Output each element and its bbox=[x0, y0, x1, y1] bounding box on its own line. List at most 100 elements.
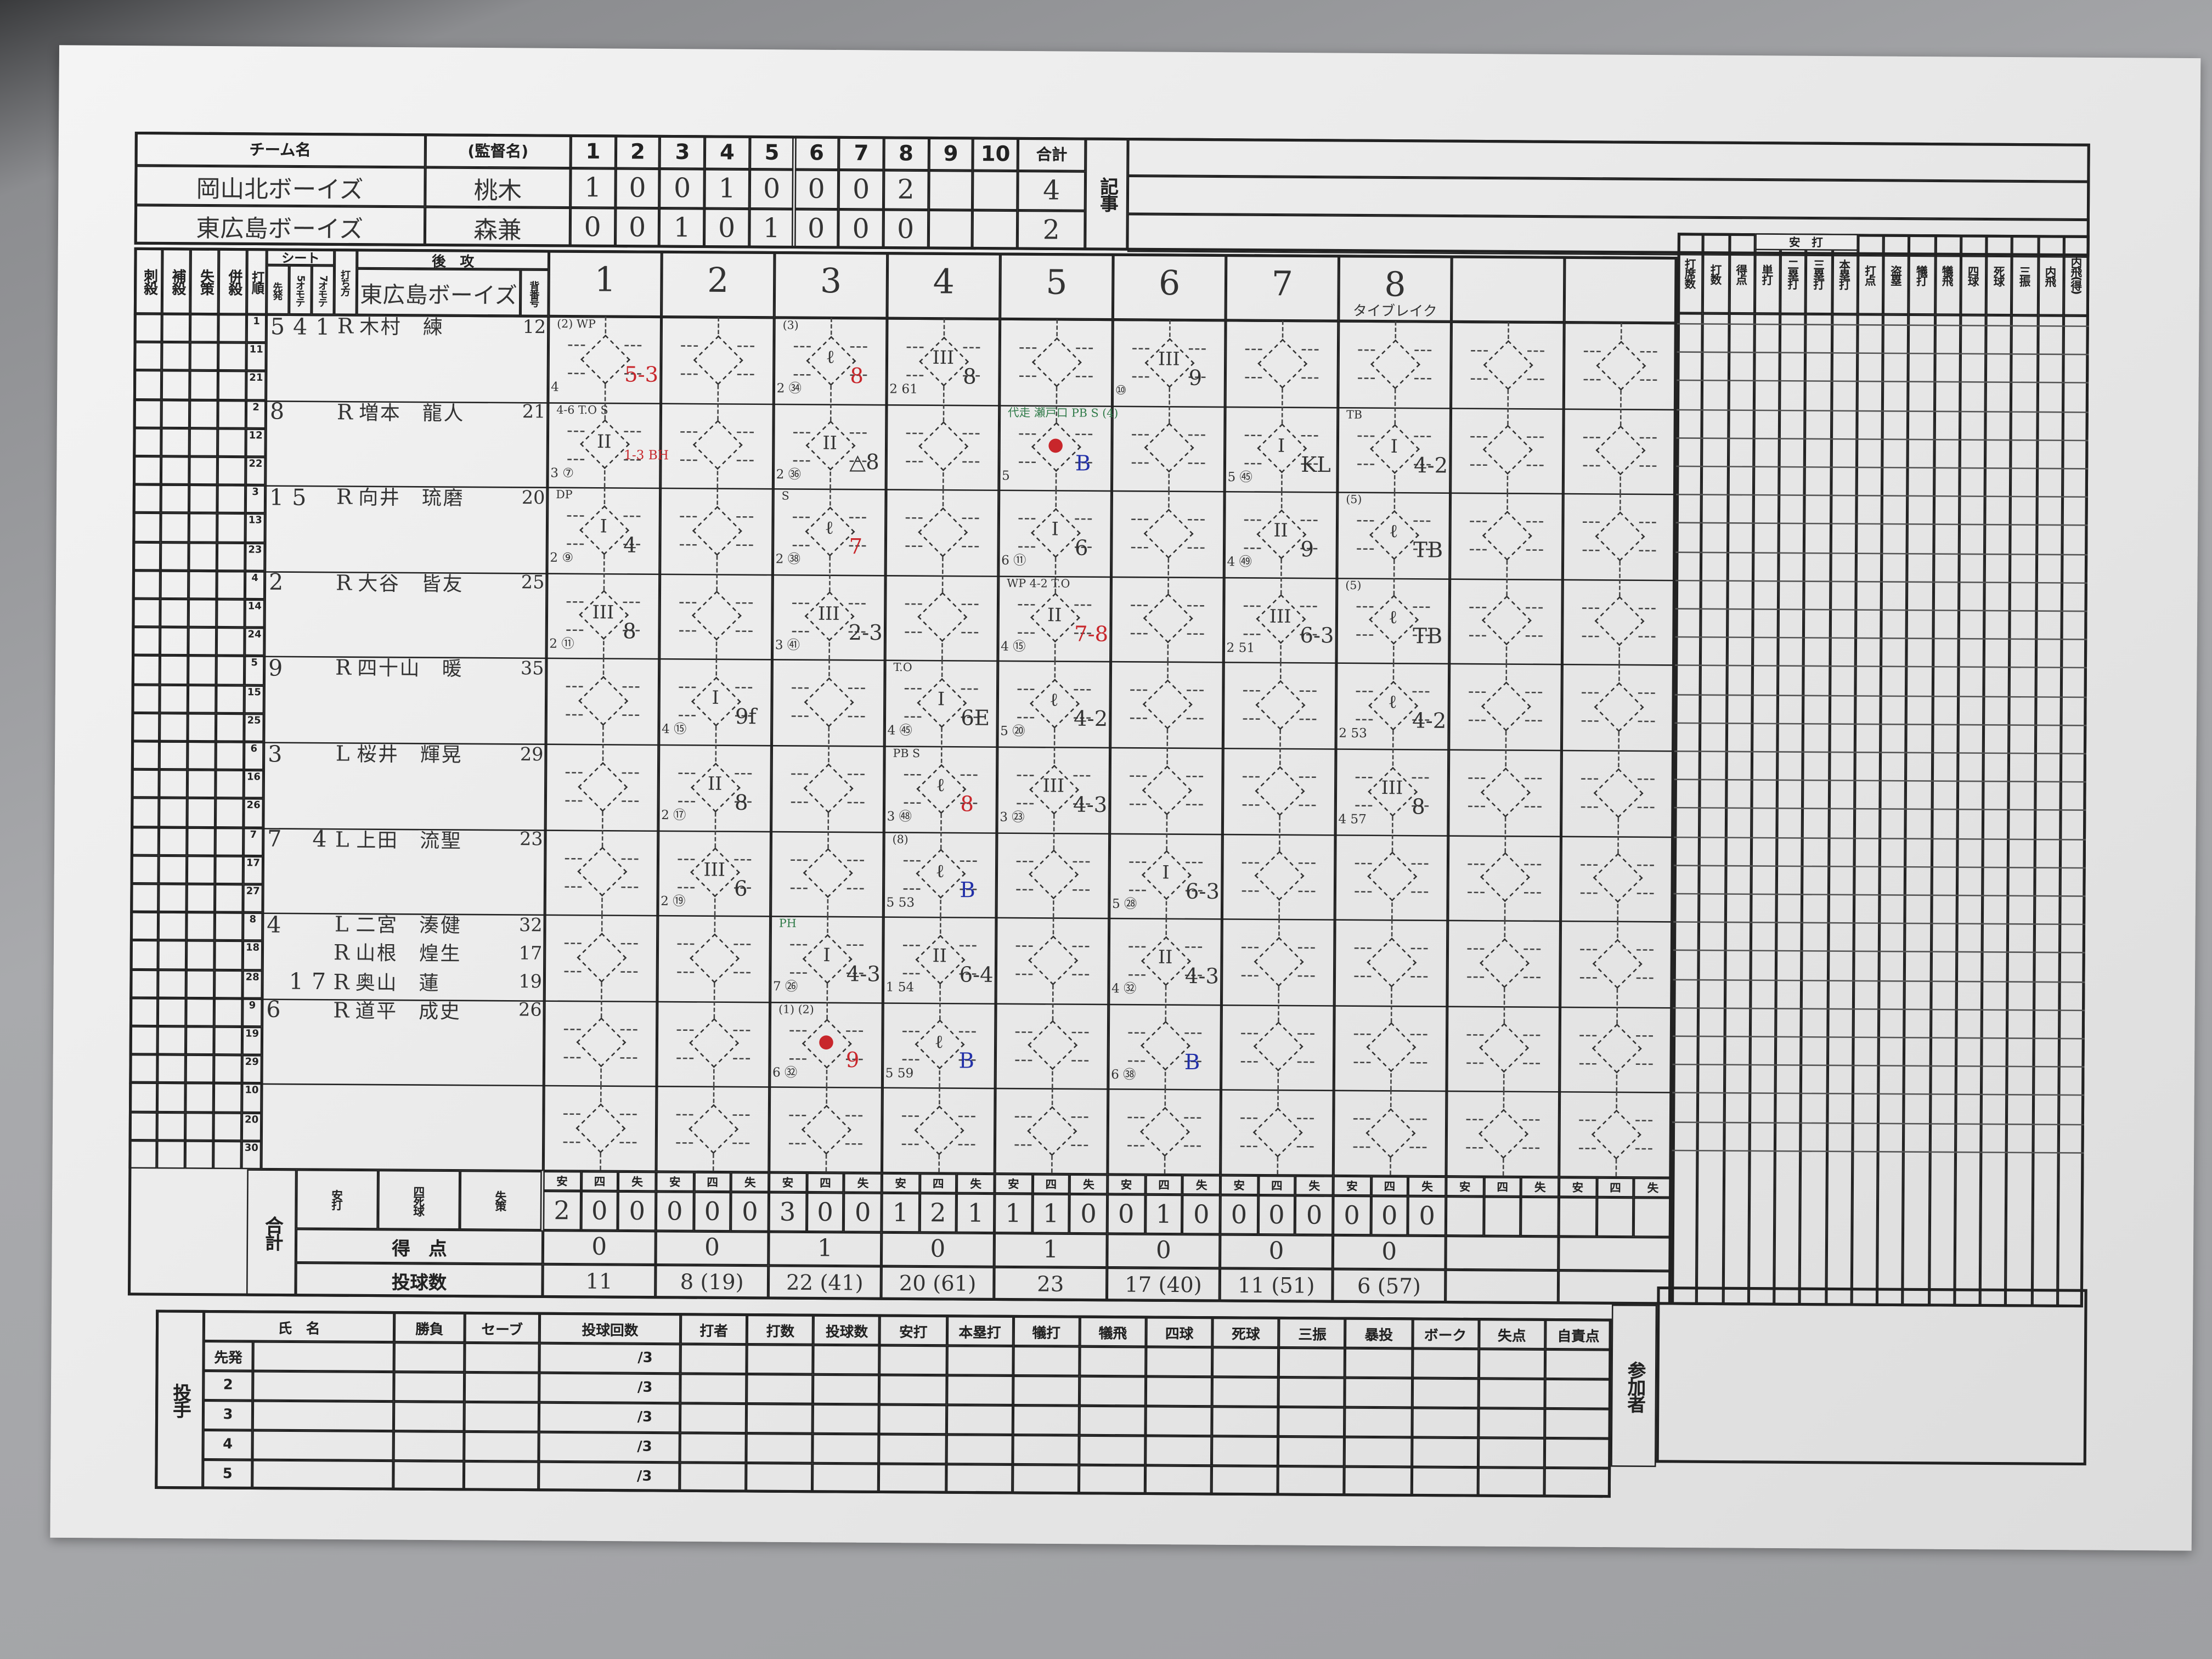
defense-cell[interactable] bbox=[161, 370, 190, 400]
defense-cell[interactable] bbox=[187, 798, 216, 827]
defense-cell[interactable] bbox=[217, 428, 246, 457]
pitcher-stat-cell[interactable] bbox=[879, 1375, 946, 1405]
defense-cell[interactable] bbox=[157, 1111, 185, 1141]
defense-cell[interactable] bbox=[185, 1083, 214, 1112]
pitcher-stat-cell[interactable] bbox=[1412, 1378, 1479, 1408]
defense-cell[interactable] bbox=[216, 571, 245, 600]
defense-cell[interactable] bbox=[160, 541, 189, 571]
defense-cell[interactable] bbox=[157, 1054, 186, 1084]
defense-cell[interactable] bbox=[159, 741, 188, 770]
pitcher-stat-cell[interactable] bbox=[1278, 1407, 1345, 1437]
defense-cell[interactable] bbox=[131, 655, 160, 685]
defense-cell[interactable] bbox=[133, 342, 162, 371]
defense-cell[interactable] bbox=[160, 513, 189, 542]
defense-cell[interactable] bbox=[186, 969, 215, 998]
defense-cell[interactable] bbox=[157, 1026, 186, 1055]
defense-cell[interactable] bbox=[189, 371, 218, 400]
pitcher-stat-cell[interactable] bbox=[812, 1463, 879, 1494]
pitcher-stat-cell[interactable] bbox=[1079, 1406, 1146, 1436]
defense-cell[interactable] bbox=[185, 1140, 213, 1169]
pitcher-stat-cell[interactable] bbox=[1211, 1465, 1279, 1496]
pitcher-stat-cell[interactable] bbox=[393, 1431, 464, 1462]
defense-cell[interactable] bbox=[132, 484, 161, 514]
pitcher-stat-cell[interactable] bbox=[464, 1402, 539, 1432]
defense-cell[interactable] bbox=[213, 1140, 242, 1170]
defense-cell[interactable] bbox=[129, 969, 158, 998]
pitcher-stat-cell[interactable] bbox=[879, 1345, 947, 1375]
defense-cell[interactable] bbox=[131, 712, 160, 742]
defense-cell[interactable] bbox=[132, 456, 161, 485]
pitcher-stat-cell[interactable] bbox=[1279, 1347, 1346, 1378]
defense-cell[interactable] bbox=[187, 713, 216, 742]
pitcher-stat-cell[interactable] bbox=[679, 1462, 747, 1493]
defense-cell[interactable] bbox=[128, 1111, 157, 1141]
defense-cell[interactable] bbox=[133, 427, 162, 456]
defense-cell[interactable] bbox=[129, 1026, 158, 1055]
pitcher-stat-cell[interactable] bbox=[746, 1374, 814, 1404]
pitcher-stat-cell[interactable] bbox=[1278, 1466, 1345, 1497]
pitcher-stat-cell[interactable] bbox=[1212, 1406, 1279, 1437]
defense-cell[interactable] bbox=[215, 855, 244, 884]
pitcher-stat-cell[interactable] bbox=[879, 1404, 946, 1435]
defense-cell[interactable] bbox=[188, 656, 217, 685]
defense-cell[interactable] bbox=[216, 713, 245, 742]
defense-cell[interactable] bbox=[161, 342, 190, 371]
pitcher-stat-cell[interactable] bbox=[1278, 1377, 1346, 1408]
pitcher-stat-cell[interactable] bbox=[946, 1375, 1013, 1406]
pitcher-stat-cell[interactable] bbox=[1411, 1466, 1478, 1497]
pitcher-stat-cell[interactable] bbox=[1478, 1408, 1545, 1438]
defense-cell[interactable] bbox=[132, 627, 160, 656]
defense-cell[interactable] bbox=[131, 769, 160, 798]
defense-cell[interactable] bbox=[161, 456, 190, 485]
defense-cell[interactable] bbox=[129, 997, 158, 1026]
pitcher-stat-cell[interactable] bbox=[1345, 1348, 1412, 1378]
stat-column[interactable] bbox=[2057, 315, 2089, 1308]
defense-cell[interactable] bbox=[185, 997, 215, 1027]
pitcher-stat-cell[interactable] bbox=[464, 1342, 540, 1373]
pitcher-stat-cell[interactable] bbox=[946, 1404, 1013, 1435]
pitcher-stat-cell[interactable] bbox=[1145, 1435, 1212, 1466]
pitcher-stat-cell[interactable] bbox=[879, 1464, 946, 1494]
defense-cell[interactable] bbox=[216, 627, 245, 657]
pitcher-stat-cell[interactable] bbox=[1544, 1408, 1611, 1439]
defense-cell[interactable] bbox=[190, 314, 219, 343]
defense-cell[interactable] bbox=[218, 314, 247, 343]
pitcher-stat-cell[interactable] bbox=[1012, 1375, 1080, 1406]
defense-cell[interactable] bbox=[188, 541, 217, 571]
defense-cell[interactable] bbox=[156, 1140, 185, 1169]
defense-cell[interactable] bbox=[214, 969, 243, 998]
defense-cell[interactable] bbox=[185, 1111, 214, 1141]
defense-cell[interactable] bbox=[133, 313, 162, 342]
defense-cell[interactable] bbox=[213, 1111, 242, 1141]
pitcher-stat-cell[interactable] bbox=[680, 1432, 747, 1463]
pitcher-stat-cell[interactable] bbox=[1478, 1378, 1545, 1409]
defense-cell[interactable] bbox=[218, 342, 247, 371]
defense-cell[interactable] bbox=[132, 541, 161, 571]
defense-cell[interactable] bbox=[188, 570, 217, 600]
defense-cell[interactable] bbox=[215, 912, 243, 941]
defense-cell[interactable] bbox=[185, 1026, 215, 1056]
pitcher-stat-cell[interactable] bbox=[1544, 1438, 1611, 1469]
pitcher-stat-cell[interactable] bbox=[1544, 1349, 1612, 1380]
pitcher-stat-cell[interactable] bbox=[1012, 1464, 1079, 1495]
pitcher-stat-cell[interactable] bbox=[812, 1434, 880, 1464]
pitcher-stat-cell[interactable] bbox=[680, 1403, 747, 1434]
pitcher-stat-cell[interactable] bbox=[1477, 1467, 1544, 1498]
defense-cell[interactable] bbox=[217, 485, 246, 514]
pitcher-stat-cell[interactable] bbox=[393, 1401, 465, 1432]
defense-cell[interactable] bbox=[159, 770, 188, 799]
pitcher-stat-cell[interactable] bbox=[1079, 1465, 1146, 1495]
pitcher-stat-cell[interactable] bbox=[1013, 1346, 1080, 1376]
pitcher-stat-cell[interactable] bbox=[1212, 1347, 1279, 1378]
pitcher-stat-cell[interactable] bbox=[1411, 1437, 1479, 1468]
pitcher-stat-cell[interactable] bbox=[1145, 1465, 1212, 1496]
pitcher-stat-cell[interactable] bbox=[1345, 1378, 1412, 1408]
pitcher-stat-cell[interactable] bbox=[680, 1344, 747, 1374]
defense-cell[interactable] bbox=[157, 940, 187, 969]
defense-cell[interactable] bbox=[157, 969, 187, 998]
defense-cell[interactable] bbox=[189, 399, 218, 428]
defense-cell[interactable] bbox=[160, 599, 189, 628]
defense-cell[interactable] bbox=[188, 684, 217, 713]
pitcher-stat-cell[interactable] bbox=[1345, 1407, 1412, 1437]
pitcher-stat-cell[interactable] bbox=[1411, 1407, 1479, 1438]
